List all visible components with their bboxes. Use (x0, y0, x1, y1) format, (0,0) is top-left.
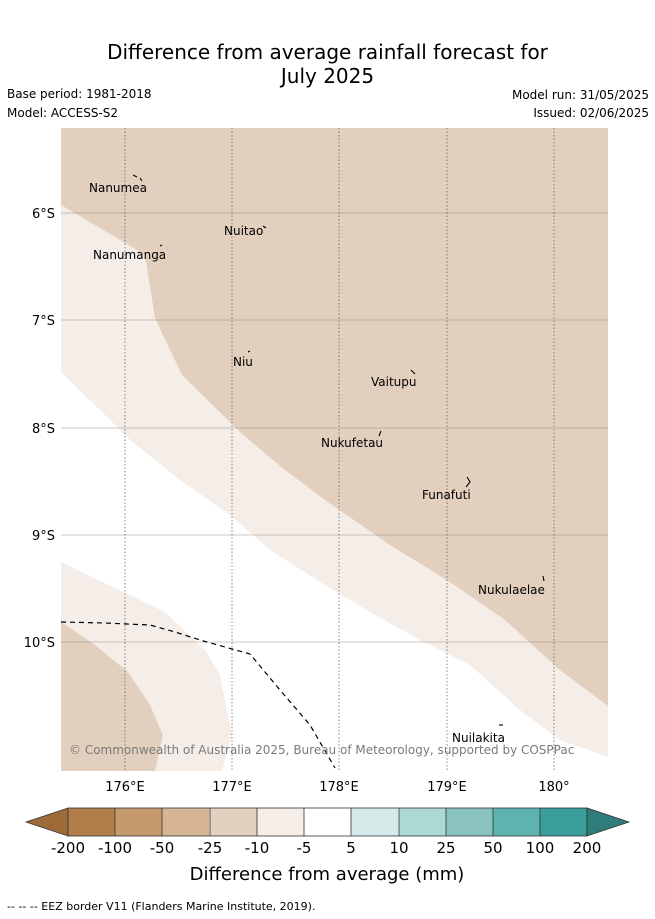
longitude-gridlines (124, 128, 555, 771)
colorbar-segment-10 (493, 808, 541, 836)
colorbar: -200 -100 -50 -25 -10 -5 5 10 25 50 100 … (24, 807, 631, 885)
colorbar-tick-label: 50 (483, 839, 502, 857)
colorbar-tick-label: -5 (297, 839, 312, 857)
island-nukufetau (378, 430, 382, 437)
band-m25-m10-southwest (61, 622, 163, 771)
colorbar-tick-label: 200 (573, 839, 602, 857)
island-niu (247, 350, 251, 353)
colorbar-segment-2 (115, 808, 163, 836)
colorbar-tick-label: -10 (245, 839, 270, 857)
rainfall-map: Nanumea Nuitao Nanumanga Niu Vaitupu Nuk… (24, 128, 631, 885)
colorbar-segment-3 (162, 808, 210, 836)
lon-label-177e: 177°E (212, 780, 252, 795)
colorbar-extend-high (586, 807, 631, 837)
lat-label-8s: 8°S (32, 422, 55, 437)
colorbar-outline (67, 807, 588, 837)
lat-label-9s: 9°S (32, 529, 55, 544)
colorbar-segment-1 (68, 808, 116, 836)
colorbar-segment-4 (210, 808, 258, 836)
colorbar-title: Difference from average (mm) (190, 864, 465, 885)
colorbar-extend-low (24, 807, 69, 837)
colorbar-tick-label: 100 (526, 839, 555, 857)
island-funafuti (465, 476, 471, 488)
lon-label-180: 180° (538, 780, 569, 795)
place-label-nanumanga: Nanumanga (93, 248, 166, 262)
copyright-notice: © Commonwealth of Australia 2025, Bureau… (69, 743, 574, 757)
title-line-1: Difference from average rainfall forecas… (107, 40, 548, 64)
colorbar-segment-9 (446, 808, 494, 836)
eez-footnote: -- -- -- EEZ border V11 (Flanders Marine… (7, 900, 316, 913)
colorbar-dividers (114, 808, 541, 836)
title-line-2: July 2025 (280, 64, 375, 88)
islands (132, 174, 545, 726)
lon-label-179e: 179°E (427, 780, 467, 795)
colorbar-tick-label: 25 (436, 839, 455, 857)
place-label-nuitao: Nuitao (224, 224, 263, 238)
colorbar-segment-5 (257, 808, 305, 836)
island-vaitupu (410, 369, 416, 375)
place-label-funafuti: Funafuti (422, 488, 471, 502)
colorbar-tick-label: 10 (389, 839, 408, 857)
colorbar-tick-label: 5 (346, 839, 356, 857)
lon-label-176e: 176°E (105, 780, 145, 795)
colorbar-tick-label: -25 (198, 839, 223, 857)
lon-label-178e: 178°E (319, 780, 359, 795)
place-label-nuilakita: Nuilakita (452, 731, 505, 745)
base-period: Base period: 1981-2018 (7, 87, 152, 101)
map-plot-area: Nanumea Nuitao Nanumanga Niu Vaitupu Nuk… (61, 128, 608, 771)
colorbar-tick-label: -100 (98, 839, 132, 857)
place-label-nukufetau: Nukufetau (321, 436, 383, 450)
eez-border (61, 621, 336, 769)
lat-label-6s: 6°S (32, 207, 55, 222)
colorbar-segment-7 (351, 808, 399, 836)
lat-label-7s: 7°S (32, 314, 55, 329)
colorbar-segment-6 (304, 808, 352, 836)
band-m25-m10 (61, 128, 608, 706)
colorbar-segment-8 (399, 808, 447, 836)
colorbar-tick-label: -50 (150, 839, 175, 857)
island-nukulaelae (542, 575, 545, 582)
island-nanumea (132, 174, 143, 182)
place-label-vaitupu: Vaitupu (371, 375, 417, 389)
island-nanumanga (159, 244, 163, 247)
model-run: Model run: 31/05/2025 (511, 88, 649, 102)
colorbar-tick-label: -200 (51, 839, 85, 857)
place-label-niu: Niu (233, 355, 253, 369)
model-name: Model: ACCESS-S2 (7, 106, 119, 120)
issued-date: Issued: 02/06/2025 (533, 106, 649, 120)
lat-label-10s: 10°S (24, 636, 55, 651)
place-label-nanumea: Nanumea (89, 181, 147, 195)
map-title: Difference from average rainfall forecas… (0, 40, 655, 88)
colorbar-segment-11 (540, 808, 588, 836)
place-label-nukulaelae: Nukulaelae (478, 583, 545, 597)
island-nuitao (262, 225, 267, 229)
latitude-gridlines (61, 212, 608, 643)
